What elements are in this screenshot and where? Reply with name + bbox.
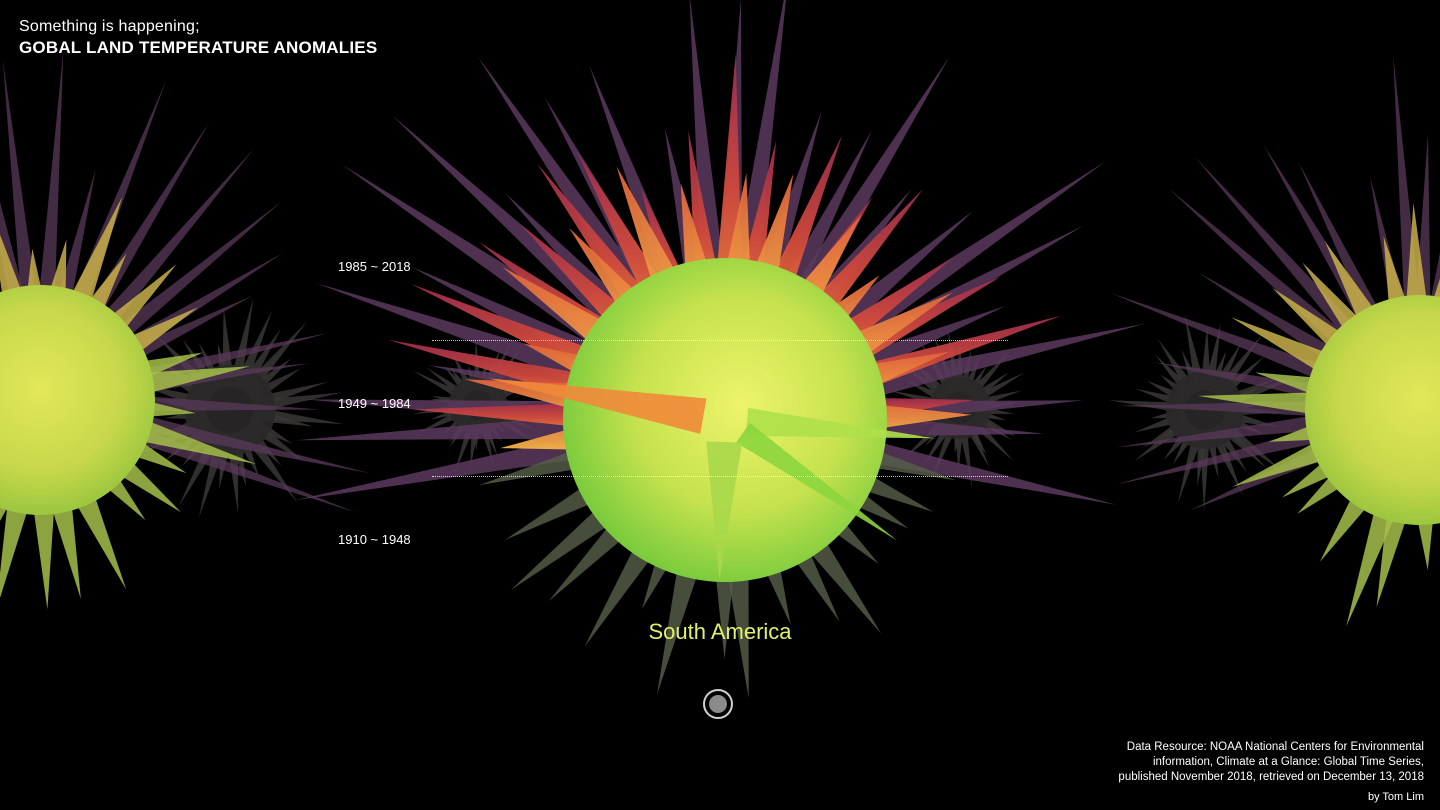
temperature-spike bbox=[488, 378, 707, 434]
header: Something is happening; GOBAL LAND TEMPE… bbox=[19, 18, 377, 58]
region-label[interactable]: South America bbox=[648, 619, 792, 644]
temperature-spike bbox=[1110, 293, 1365, 397]
circle-button-icon bbox=[709, 695, 727, 713]
right-region-globe[interactable] bbox=[1110, 55, 1440, 627]
credits-line-3: published November 2018, retrieved on De… bbox=[1118, 771, 1424, 783]
temperature-spike bbox=[99, 404, 370, 474]
era-label-middle: 1949 ~ 1984 bbox=[338, 396, 411, 411]
play-button[interactable] bbox=[703, 689, 733, 719]
data-source-credits: Data Resource: NOAA National Centers for… bbox=[1044, 740, 1424, 785]
temperature-spike bbox=[808, 323, 1146, 414]
globe-core bbox=[0, 285, 155, 515]
selected-region-globe[interactable] bbox=[295, 0, 1146, 699]
temperature-spike bbox=[706, 441, 743, 580]
temperature-spike bbox=[35, 50, 64, 338]
era-divider-upper bbox=[432, 340, 1008, 341]
era-label-recent: 1985 ~ 2018 bbox=[338, 259, 411, 274]
globe-core bbox=[563, 258, 887, 582]
author-credit: by Tom Lim bbox=[1367, 791, 1424, 803]
temperature-spike bbox=[736, 422, 898, 541]
page-title: GOBAL LAND TEMPERATURE ANOMALIES bbox=[19, 38, 378, 57]
credits-line-2: information, Climate at a Glance: Global… bbox=[1152, 756, 1424, 768]
left-region-globe[interactable] bbox=[0, 50, 370, 611]
page-subtitle: Something is happening; bbox=[19, 18, 200, 35]
temperature-spike bbox=[83, 201, 281, 367]
temperature-spike bbox=[809, 425, 1117, 505]
era-label-early: 1910 ~ 1948 bbox=[338, 532, 411, 547]
credits-line-1: Data Resource: NOAA National Centers for… bbox=[1126, 741, 1424, 753]
era-divider-lower bbox=[432, 476, 1008, 477]
temperature-spike bbox=[1116, 408, 1359, 448]
temperature-spike bbox=[73, 148, 254, 358]
temperature-spike bbox=[745, 407, 935, 439]
globe-core bbox=[1305, 295, 1440, 525]
